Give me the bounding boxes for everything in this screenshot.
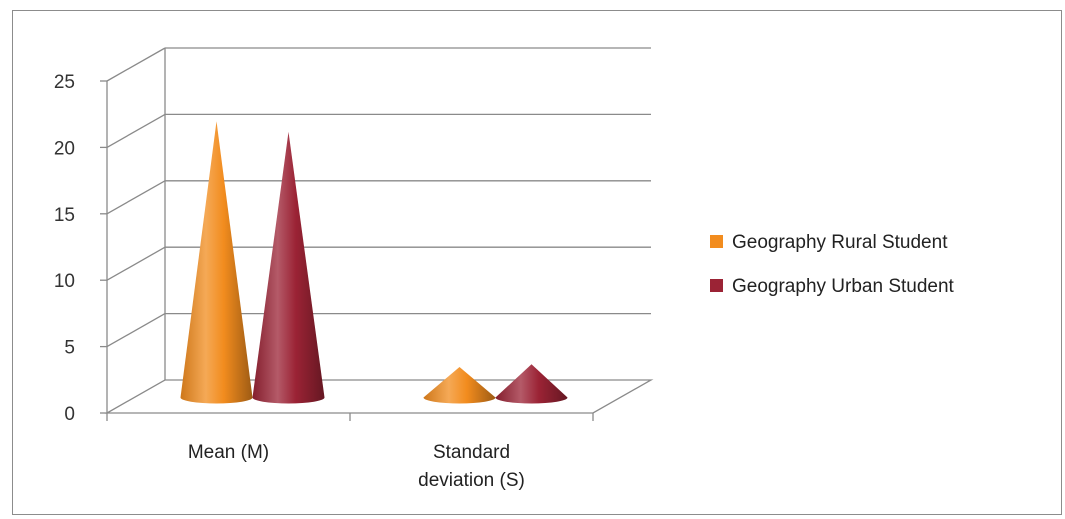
legend: Geography Rural Student Geography Urban S… — [710, 232, 955, 297]
chart-walls — [104, 379, 654, 414]
y-axis-ticks: 0 5 10 15 20 25 — [54, 72, 107, 425]
gridline-side — [106, 113, 166, 148]
y-tick-label: 0 — [64, 404, 75, 425]
y-tick-label: 5 — [64, 338, 75, 359]
cones — [180, 121, 568, 404]
x-axis-categories: Mean (M) Standard deviation (S) — [188, 442, 525, 491]
axes — [106, 48, 594, 421]
legend-swatch — [710, 279, 723, 292]
gridline-side — [106, 180, 166, 215]
gridline-side — [106, 313, 166, 348]
legend-swatch — [710, 235, 723, 248]
cone-rural-sd — [423, 366, 496, 404]
legend-label: Geography Rural Student — [732, 232, 948, 253]
cone-body — [423, 366, 496, 404]
y-tick-label: 10 — [54, 271, 75, 292]
y-tick-label: 15 — [54, 205, 75, 226]
gridlines — [106, 47, 651, 348]
y-tick-label: 25 — [54, 72, 75, 93]
legend-label: Geography Urban Student — [732, 276, 955, 297]
y-tick-label: 20 — [54, 138, 75, 159]
x-category-label: deviation (S) — [418, 470, 525, 491]
floor — [104, 379, 654, 414]
cone-body — [180, 121, 253, 404]
cone-urban-sd — [495, 364, 568, 404]
gridline-side — [106, 246, 166, 281]
chart-frame — [12, 10, 1062, 515]
cone-body — [495, 364, 568, 404]
x-category-label: Standard — [433, 442, 510, 463]
cone-body — [252, 131, 325, 404]
cone-urban-mean — [252, 131, 325, 404]
x-category-label: Mean (M) — [188, 442, 269, 463]
cone-rural-mean — [180, 121, 253, 404]
gridline-side — [106, 47, 166, 82]
